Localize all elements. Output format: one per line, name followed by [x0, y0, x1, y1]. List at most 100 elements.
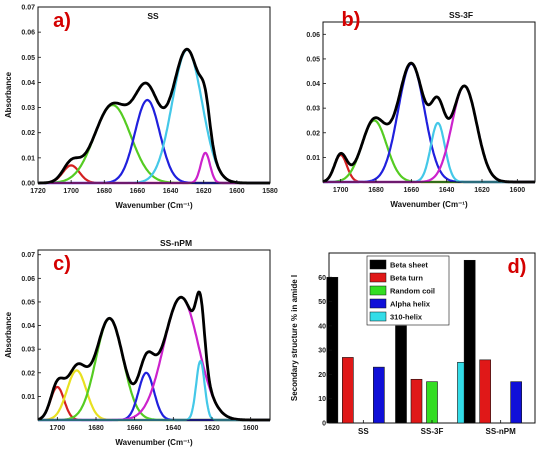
y-tick-label: 20 [318, 372, 326, 379]
bars [326, 259, 522, 424]
x-axis-label: Wavenumber (Cm⁻¹) [390, 200, 468, 209]
x-axis-label: Wavenumber (Cm⁻¹) [115, 201, 193, 210]
spectrum-panel-ss: 1720 1700 1680 1660 1640 1620 1600 1580 0.00 0.01… [0, 0, 285, 225]
x-tick-label: 1600 [510, 187, 526, 194]
bar-panel-secondary-structure: SS SS-3F SS-nPM 0 10 20 30 40 50 60 Secondary stru… [285, 228, 550, 461]
component-peak-1 [37, 164, 271, 185]
y-tick-label: 0.04 [306, 81, 320, 88]
x-tick-label: 1600 [243, 425, 259, 432]
plot-frame [37, 249, 271, 421]
plot-frame [37, 6, 271, 184]
panel-label: d) [508, 256, 527, 278]
y-tick-label: 0.01 [306, 155, 320, 162]
y-tick-label: 0.07 [21, 252, 35, 259]
plot-frame [322, 21, 536, 183]
y-axis: 0.01 0.02 0.03 0.04 0.05 0.06 [306, 32, 326, 162]
y-tick-label: 0 [322, 421, 326, 428]
spectrum-svg: 1700 1680 1660 1640 1620 1600 0.01 0.02 0.03 0.04… [306, 9, 536, 209]
y-axis-label: Absorbance [4, 71, 13, 118]
y-tick-label: 0.04 [21, 80, 35, 87]
x-tick-label: 1680 [88, 425, 104, 432]
envelope-fit [322, 61, 536, 184]
bar-chart-svg: SS SS-3F SS-nPM 0 10 20 30 40 50 60 Secondary stru… [290, 252, 536, 436]
x-tick-label: SS-3F [421, 427, 444, 436]
panel-label: b) [342, 9, 361, 31]
bar-beta-sheet-ss-3f [395, 325, 407, 424]
legend: Beta sheet Beta turn Random coil Alpha heli… [366, 255, 450, 326]
bar-beta-turn-ss-3f [410, 378, 423, 424]
legend-label: 310-helix [390, 313, 423, 322]
legend-label: Beta turn [390, 274, 423, 283]
legend-label: Alpha helix [390, 300, 431, 309]
y-tick-label: 0.01 [21, 394, 35, 401]
bar-random-coil-ss-3f [426, 381, 438, 424]
legend-swatch [369, 311, 387, 322]
legend-swatch [369, 285, 387, 296]
y-axis-label: Absorbance [4, 311, 13, 358]
x-tick-label: 1700 [50, 425, 66, 432]
y-tick-label: 50 [318, 299, 326, 306]
panel-title: SS-3F [449, 10, 473, 20]
y-tick-label: 0.03 [21, 105, 35, 112]
legend-swatch [369, 272, 387, 283]
bar-beta-turn-ss [342, 357, 354, 424]
spectrum-svg: 1720 1700 1680 1660 1640 1620 1600 1580 0.00 0.01… [4, 5, 278, 211]
spectrum-svg: 1700 1680 1660 1640 1620 1600 0.01 0.02 0.03 0.04… [4, 238, 271, 447]
y-tick-label: 0.00 [21, 181, 35, 188]
legend-label: Random coil [390, 287, 435, 296]
x-tick-label: 1700 [63, 188, 79, 195]
bar-beta-sheet-ss-npm [463, 259, 476, 424]
legend-swatch [369, 298, 387, 309]
y-tick-label: 0.02 [21, 130, 35, 137]
y-tick-label: 0.05 [21, 55, 35, 62]
x-tick-label: SS [358, 427, 369, 436]
legend-swatch [369, 259, 387, 270]
x-tick-label: 1700 [333, 187, 349, 194]
y-tick-label: 0.01 [21, 155, 35, 162]
x-tick-label: 1620 [196, 188, 212, 195]
y-tick-label: 0.03 [306, 106, 320, 113]
panel-label: a) [53, 10, 71, 32]
x-tick-label: 1660 [127, 425, 143, 432]
component-peaks [37, 48, 271, 185]
y-tick-label: 0.04 [21, 323, 35, 330]
y-tick-label: 10 [318, 396, 326, 403]
component-peak-4 [37, 48, 271, 185]
y-tick-label: 60 [318, 275, 326, 282]
y-axis: 0.01 0.02 0.03 0.04 0.05 0.06 0.07 [21, 252, 41, 401]
x-tick-label: 1600 [229, 188, 245, 195]
panel-title: SS-nPM [160, 238, 192, 248]
y-tick-label: 0.06 [21, 276, 35, 283]
x-tick-label: 1640 [439, 187, 455, 194]
x-axis-label: Wavenumber (Cm⁻¹) [115, 438, 193, 447]
x-axis: 1700 1680 1660 1640 1620 1600 [50, 417, 259, 432]
envelope-fit [37, 47, 271, 185]
y-axis-label: Secondary structure % in amide I [290, 275, 299, 401]
x-tick-label: 1720 [30, 188, 46, 195]
legend-label: Beta sheet [390, 261, 428, 270]
y-tick-label: 0.02 [21, 370, 35, 377]
component-peaks [37, 296, 271, 422]
spectrum-panel-ss-npm: 1700 1680 1660 1640 1620 1600 0.01 0.02 0.03 0.04… [0, 228, 285, 461]
panel-title: SS [147, 11, 159, 21]
x-tick-label: 1660 [404, 187, 420, 194]
y-tick-label: 0.06 [306, 32, 320, 39]
x-tick-label: 1620 [204, 425, 220, 432]
bar-beta-sheet-ss [326, 276, 339, 424]
bar-alpha-helix-ss-npm [510, 381, 522, 424]
y-axis: 0.00 0.01 0.02 0.03 0.04 0.05 0.06 0.07 [21, 5, 41, 188]
x-tick-label: 1680 [96, 188, 112, 195]
x-tick-label: 1660 [130, 188, 146, 195]
y-tick-label: 0.03 [21, 347, 35, 354]
x-axis: 1720 1700 1680 1660 1640 1620 1600 1580 [30, 180, 278, 195]
x-tick-label: 1640 [163, 188, 179, 195]
y-tick-label: 0.06 [21, 30, 35, 37]
y-tick-label: 0.05 [21, 299, 35, 306]
x-tick-label: SS-nPM [486, 427, 517, 436]
y-tick-label: 0.05 [306, 56, 320, 63]
bar-alpha-helix-ss [373, 366, 385, 424]
y-tick-label: 0.02 [306, 130, 320, 137]
component-peak-5 [37, 296, 271, 422]
y-tick-label: 40 [318, 323, 326, 330]
